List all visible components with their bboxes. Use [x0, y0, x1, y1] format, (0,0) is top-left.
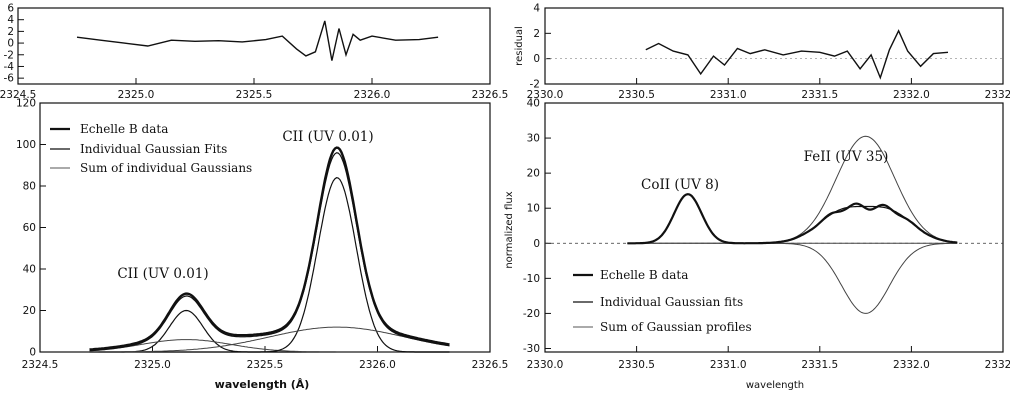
left-main-ytick-label: 100: [16, 139, 36, 151]
left-main-y-ticks: 0 20 40 60 80 100 120: [16, 98, 46, 359]
right-annotation-feii: FeII (UV 35): [804, 149, 889, 165]
right-legend-item-1: Echelle B data: [600, 268, 688, 282]
right-ylabel: normalized flux: [504, 191, 515, 268]
left-residual-xtick-label: 2325.5: [236, 89, 273, 101]
right-residual-y-ticks: 4 2 0 -2: [530, 3, 1003, 91]
left-legend: Echelle B data Individual Gaussian Fits …: [50, 122, 252, 175]
right-residual-xtick-label: 2330.5: [618, 89, 655, 101]
right-residual-ytick-label: 0: [533, 53, 540, 65]
right-main-xtick-label: 2330.0: [527, 359, 564, 371]
right-main-ytick-label: 10: [527, 203, 540, 215]
right-residual-ylabel: residual: [514, 26, 525, 66]
right-main-frame: [544, 102, 1004, 353]
left-main-xtick-label: 2324.5: [22, 359, 59, 371]
left-main-x-ticks: 2324.5 2325.0 2325.5 2326.0 2326.5: [22, 346, 509, 371]
left-residual-ytick-label: 2: [7, 26, 14, 38]
left-legend-item-2: Individual Gaussian Fits: [80, 142, 227, 156]
left-gaussian-sum: [89, 152, 450, 352]
right-legend-item-3: Sum of Gaussian profiles: [600, 320, 752, 334]
right-residual-line: [645, 29, 949, 80]
left-main-curves: [89, 146, 450, 353]
right-residual-ytick-label: 2: [533, 28, 540, 40]
left-main-xtick-label: 2326.5: [472, 359, 509, 371]
right-residual-xtick-label: 2330.0: [527, 89, 564, 101]
right-main-ytick-label: 20: [527, 168, 540, 180]
right-gaussian-component: [627, 242, 958, 314]
right-main-curves: [545, 135, 1003, 314]
left-residual-ytick-label: -4: [4, 61, 15, 73]
left-annotation-cii-1: CII (UV 0.01): [117, 266, 208, 282]
left-annotation-cii-2: CII (UV 0.01): [282, 129, 373, 145]
left-main-frame: [39, 102, 491, 353]
left-gaussian-component: [89, 326, 450, 353]
left-main-xtick-label: 2325.0: [134, 359, 171, 371]
left-gaussian-component: [89, 177, 450, 353]
left-legend-item-1: Echelle B data: [80, 122, 168, 136]
left-residual-x-ticks: 2324.5 2325.0 2325.5 2326.0 2326.5: [0, 78, 508, 101]
right-residual-xtick-label: 2331.0: [710, 89, 747, 101]
left-main-ytick-label: 60: [23, 222, 36, 234]
right-main-ytick-label: -20: [523, 308, 540, 320]
right-main-ytick-label: 30: [527, 133, 540, 145]
right-main-xtick-label: 2331.0: [710, 359, 747, 371]
left-echelle-data: [89, 146, 450, 351]
right-main-y-ticks: 40 30 20 10 0 -10 -20 -30: [523, 98, 551, 355]
left-residual-frame: [17, 7, 491, 85]
left-main-ytick-label: 0: [29, 347, 36, 359]
right-residual-x-ticks: 2330.0 2330.5 2331.0 2331.5 2332.0 2332.5: [527, 78, 1010, 101]
left-residual-ytick-label: -6: [4, 73, 15, 85]
left-gaussian-component: [89, 339, 450, 353]
left-residual-ytick-label: 0: [7, 38, 14, 50]
right-main-ytick-label: 40: [527, 98, 540, 110]
left-main-ytick-label: 40: [23, 264, 36, 276]
right-main-xtick-label: 2330.5: [618, 359, 655, 371]
left-main-ytick-label: 120: [16, 98, 36, 110]
left-main-xtick-label: 2325.5: [247, 359, 284, 371]
right-legend: Echelle B data Individual Gaussian fits …: [573, 268, 752, 334]
left-xlabel: wavelength (Å): [215, 378, 310, 391]
right-annotation-coii: CoII (UV 8): [641, 177, 719, 193]
left-residual-ytick-label: -2: [4, 49, 14, 61]
left-residual-xtick-label: 2324.5: [0, 89, 36, 101]
right-main-ytick-label: -30: [523, 343, 540, 355]
right-main-ytick-label: -10: [523, 273, 540, 285]
left-main-panel: 0 20 40 60 80 100 120 2324.5 2325.0 2325.5 2326.0…: [16, 98, 508, 392]
right-main-xtick-label: 2332.0: [893, 359, 930, 371]
right-residual-frame: [544, 7, 1004, 85]
left-main-ytick-label: 80: [23, 181, 36, 193]
right-echelle-data: [627, 193, 958, 245]
left-main-xtick-label: 2326.0: [359, 359, 396, 371]
right-legend-item-2: Individual Gaussian fits: [600, 295, 743, 309]
right-residual-ytick-label: -2: [530, 79, 540, 91]
left-residual-xtick-label: 2326.0: [354, 89, 391, 101]
right-main-xtick-label: 2332.5: [985, 359, 1010, 371]
left-residual-ytick-label: 6: [7, 3, 14, 15]
right-main-xtick-label: 2331.5: [801, 359, 838, 371]
left-residual-xtick-label: 2325.0: [118, 89, 155, 101]
left-legend-item-3: Sum of individual Gaussians: [80, 161, 252, 175]
right-main-ytick-label: 0: [533, 238, 540, 250]
left-residual-ytick-label: 4: [7, 14, 14, 26]
left-residual-xtick-label: 2326.5: [472, 89, 509, 101]
right-xlabel: wavelength: [746, 380, 804, 391]
right-residual-panel: 4 2 0 -2 2330.0 2330.5 2331.0 2331.5 2332.0 2332…: [514, 3, 1010, 102]
right-residual-xtick-label: 2332.5: [985, 89, 1010, 101]
right-residual-xtick-label: 2332.0: [893, 89, 930, 101]
right-main-x-ticks: 2330.0 2330.5 2331.0 2331.5 2332.0 2332.5: [527, 346, 1010, 371]
right-residual-ytick-label: 4: [533, 3, 540, 15]
right-residual-xtick-label: 2331.5: [801, 89, 838, 101]
left-main-ytick-label: 20: [23, 305, 36, 317]
left-residual-line: [76, 20, 439, 61]
